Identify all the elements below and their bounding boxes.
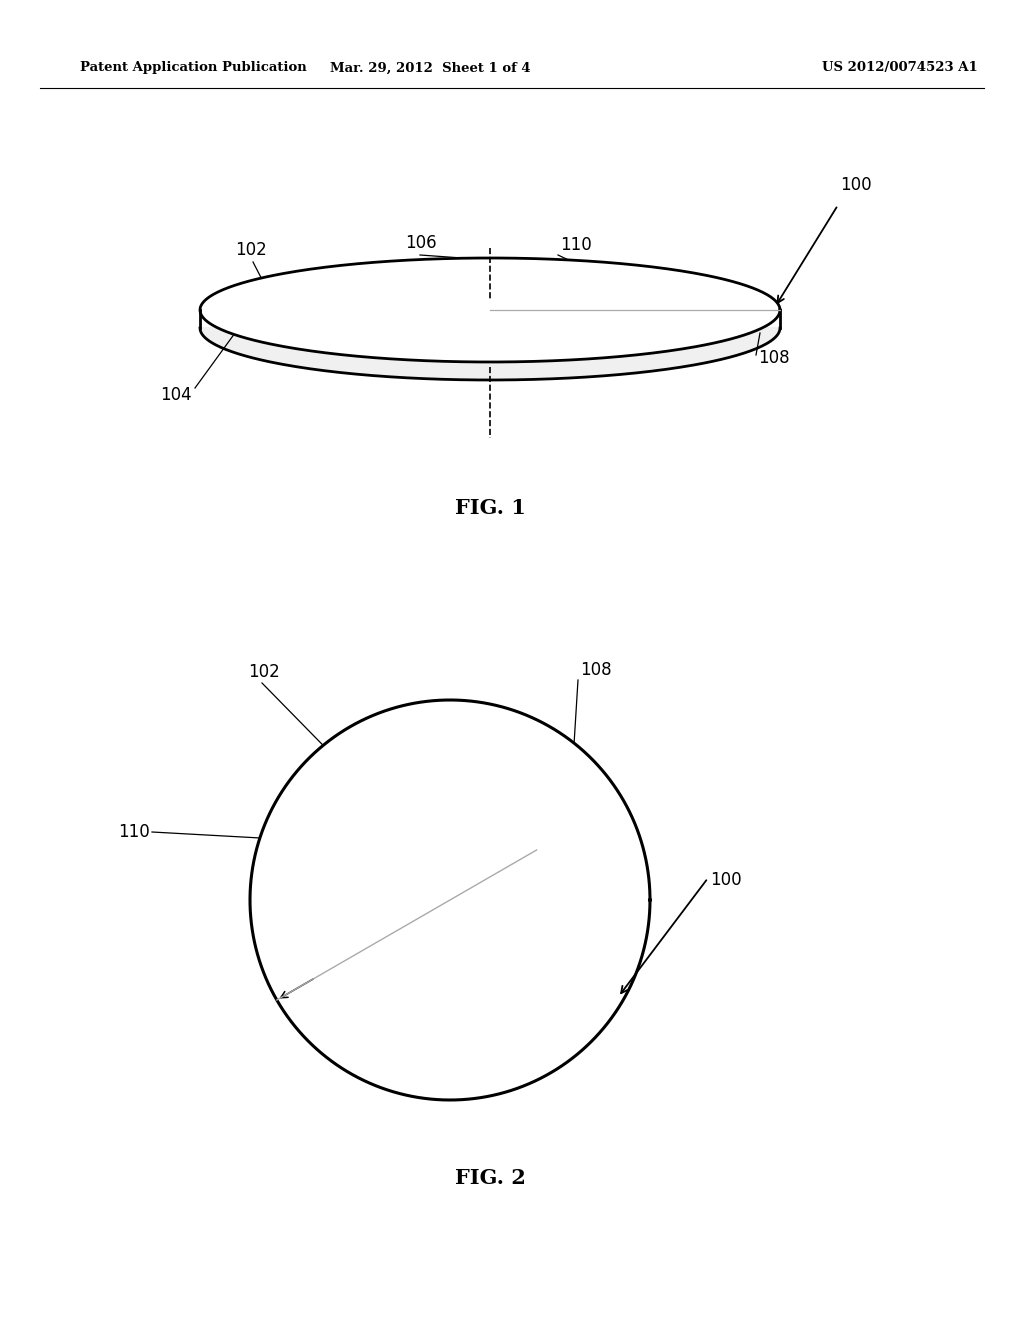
Text: 110: 110 xyxy=(560,236,592,253)
Text: 108: 108 xyxy=(758,348,790,367)
Text: FIG. 1: FIG. 1 xyxy=(455,498,525,517)
Text: Mar. 29, 2012  Sheet 1 of 4: Mar. 29, 2012 Sheet 1 of 4 xyxy=(330,62,530,74)
Text: 106: 106 xyxy=(406,234,436,252)
Text: US 2012/0074523 A1: US 2012/0074523 A1 xyxy=(822,62,978,74)
Text: 100: 100 xyxy=(710,871,741,888)
Text: 108: 108 xyxy=(580,661,611,678)
Polygon shape xyxy=(200,310,780,380)
Text: 102: 102 xyxy=(248,663,280,681)
Text: 110: 110 xyxy=(118,822,150,841)
Polygon shape xyxy=(200,257,780,362)
Text: Patent Application Publication: Patent Application Publication xyxy=(80,62,307,74)
Text: 104: 104 xyxy=(160,385,191,404)
Polygon shape xyxy=(250,700,650,1100)
Text: 102: 102 xyxy=(234,242,266,259)
Text: FIG. 2: FIG. 2 xyxy=(455,1168,525,1188)
Text: 100: 100 xyxy=(840,176,871,194)
